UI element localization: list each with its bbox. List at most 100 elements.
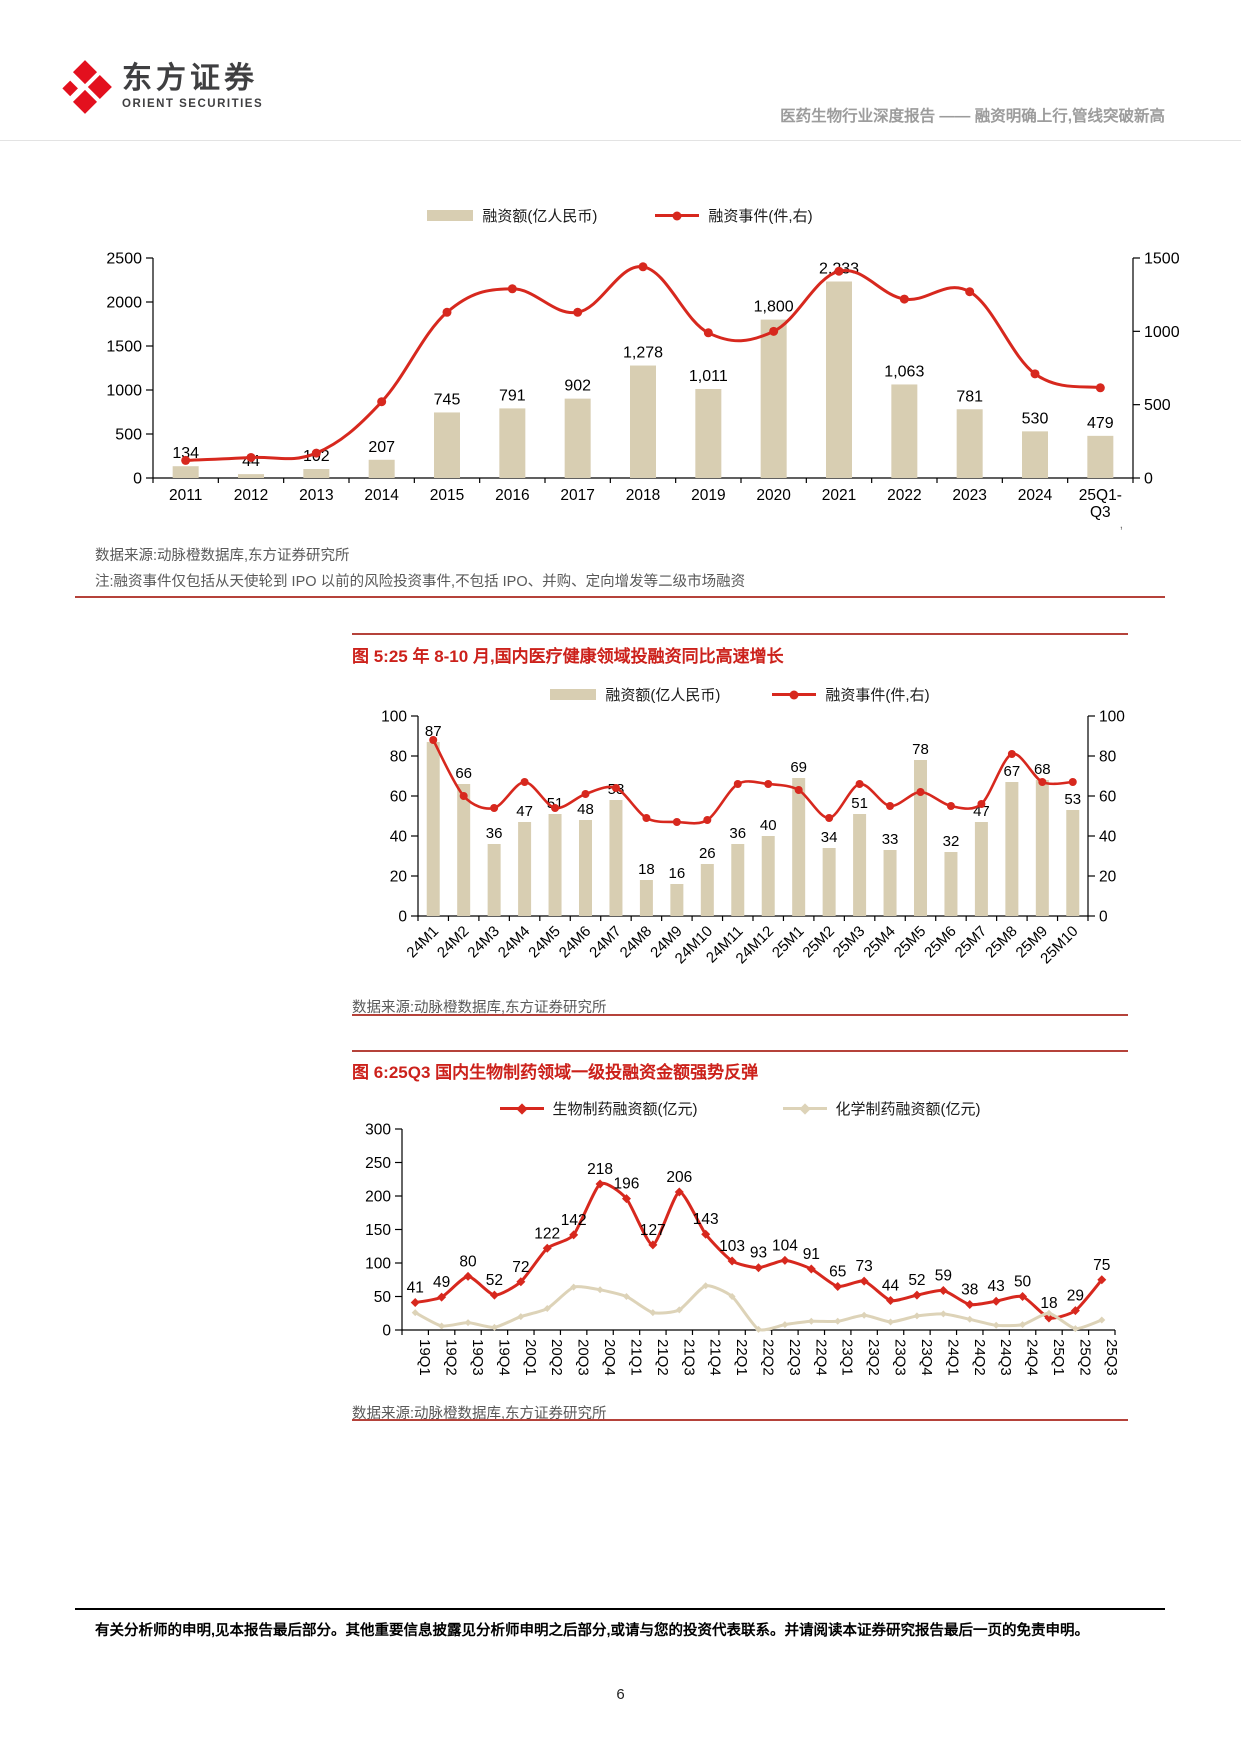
- x-axis-tick-label: 24M2: [434, 923, 473, 962]
- line-point: [807, 1317, 815, 1325]
- fig6-title: 图 6:25Q3 国内生物制药领域一级投融资金额强势反弹: [352, 1063, 759, 1082]
- y-axis-tick-label: 20: [390, 869, 408, 886]
- x-axis-tick-label: 25Q1-Q3: [1079, 487, 1122, 521]
- bar-value-label: 1,011: [689, 368, 728, 385]
- line-point: [887, 1318, 895, 1326]
- line-swatch-icon: [499, 1102, 544, 1115]
- y-axis-tick-label: 2000: [106, 295, 142, 312]
- y2-axis-tick-label: 1000: [1144, 324, 1180, 341]
- line-point: [727, 1256, 737, 1266]
- chart1-legend-line-item: 融资事件(件,右): [655, 205, 813, 226]
- line-series-0: [429, 736, 1077, 826]
- x-axis-tick-label: 2024: [1018, 487, 1053, 504]
- bar-value-label: 36: [486, 825, 503, 842]
- line-series-1: [411, 1282, 1106, 1333]
- bar-value-label: 36: [729, 825, 746, 842]
- bar: [518, 822, 532, 916]
- line-swatch-icon: [782, 1102, 827, 1115]
- line-point: [490, 1323, 498, 1331]
- bar: [974, 822, 988, 916]
- bar: [1022, 431, 1048, 478]
- y2-axis-tick-label: 0: [1144, 471, 1153, 488]
- logo-text-block: 东方证券 ORIENT SECURITIES: [122, 64, 263, 111]
- line-point: [411, 1309, 419, 1317]
- x-axis-tick-label: 22Q4: [812, 1339, 829, 1376]
- line-point: [769, 326, 779, 336]
- line-point: [520, 778, 529, 786]
- axis-labels: 0 500 1000 1500 2000 2500 0 500 1000 1500: [106, 251, 1179, 488]
- fig6-top-rule: [352, 1050, 1128, 1052]
- line-point: [1044, 1313, 1054, 1323]
- y-axis-tick-label: 0: [382, 1323, 391, 1340]
- chart5-legend-bar-label: 融资额(亿人民币): [605, 687, 721, 704]
- line-point: [570, 1283, 578, 1291]
- bar-value-label: 47: [516, 803, 533, 820]
- bar-series: [172, 281, 1114, 478]
- line-value-label: 196: [614, 1176, 640, 1193]
- x-axis-tick-label: 2017: [560, 487, 594, 504]
- y-axis-tick-label: 100: [381, 709, 407, 726]
- line-point: [1068, 778, 1077, 786]
- line-point: [1095, 383, 1105, 393]
- line-point: [834, 1317, 842, 1325]
- line-value-label: 50: [1014, 1274, 1032, 1291]
- line-value-label: 75: [1093, 1257, 1110, 1274]
- line-point: [489, 1290, 499, 1300]
- chart1-legend-line-label: 融资事件(件,右): [708, 208, 813, 225]
- x-axis-tick-label: 2014: [364, 487, 399, 504]
- y-axis-tick-label: 0: [398, 909, 407, 926]
- bar: [639, 880, 653, 916]
- line-point: [899, 294, 909, 304]
- bar-value-label: 1,278: [623, 345, 663, 362]
- chart5-legend-bar-item: 融资额(亿人民币): [550, 684, 720, 705]
- line-value-label: 43: [988, 1278, 1005, 1295]
- bar: [1005, 782, 1019, 916]
- line-point: [438, 1322, 446, 1330]
- x-axis-labels: 2011 2012 2013 2014 2015 2016 2017 2018 2019 2020…: [169, 487, 1122, 521]
- line-point: [490, 804, 499, 812]
- bar: [760, 319, 787, 478]
- page-number: 6: [616, 1686, 625, 1703]
- line-point: [410, 1298, 420, 1308]
- line-point: [913, 1312, 921, 1320]
- x-axis-tick-label: 20Q1: [522, 1339, 539, 1376]
- bar-value-label: 26: [699, 845, 716, 862]
- line-point: [886, 802, 895, 810]
- line-point: [611, 784, 620, 792]
- bar: [761, 836, 775, 916]
- bar-swatch-icon: [550, 689, 597, 700]
- bar-value-label: 781: [956, 388, 983, 405]
- line-point: [886, 1296, 896, 1306]
- line-value-label: 18: [1040, 1295, 1057, 1312]
- line-point: [642, 814, 651, 822]
- y-axis-tick-label: 1500: [106, 339, 142, 356]
- line-point: [507, 284, 517, 294]
- line-value-label: 59: [935, 1267, 952, 1284]
- line-point: [806, 1264, 816, 1274]
- chart6-legend-bio-label: 生物制药融资额(亿元): [552, 1101, 698, 1118]
- line-point: [859, 1276, 869, 1286]
- x-axis-tick-label: 19Q4: [495, 1339, 512, 1376]
- x-axis-tick-label: 25M1: [769, 923, 808, 962]
- x-axis-tick-label: 23Q3: [892, 1339, 909, 1376]
- chart1-legend-bar-item: 融资额(亿人民币): [427, 205, 597, 226]
- line-point: [437, 1292, 447, 1302]
- line-value-label: 104: [772, 1237, 798, 1254]
- bar: [457, 784, 471, 916]
- line-point: [581, 790, 590, 798]
- line-point: [965, 1300, 975, 1310]
- line-point: [517, 1313, 525, 1321]
- chart6-legend: 生物制药融资额(亿元) 化学制药融资额(亿元): [352, 1098, 1128, 1119]
- bar: [548, 814, 562, 916]
- bar-value-label: 69: [790, 759, 807, 776]
- line-point: [674, 1187, 684, 1197]
- x-axis-tick-label: 19Q3: [469, 1339, 486, 1376]
- y-axis-tick-label: 40: [390, 829, 408, 846]
- y2-axis-tick-label: 20: [1099, 869, 1117, 886]
- line-point: [542, 1243, 552, 1253]
- stray-mark: ʼ: [1120, 524, 1123, 539]
- fig5-source: 数据来源:动脉橙数据库,东方证券研究所: [352, 1000, 607, 1016]
- line-point: [977, 800, 986, 808]
- bar: [792, 778, 806, 916]
